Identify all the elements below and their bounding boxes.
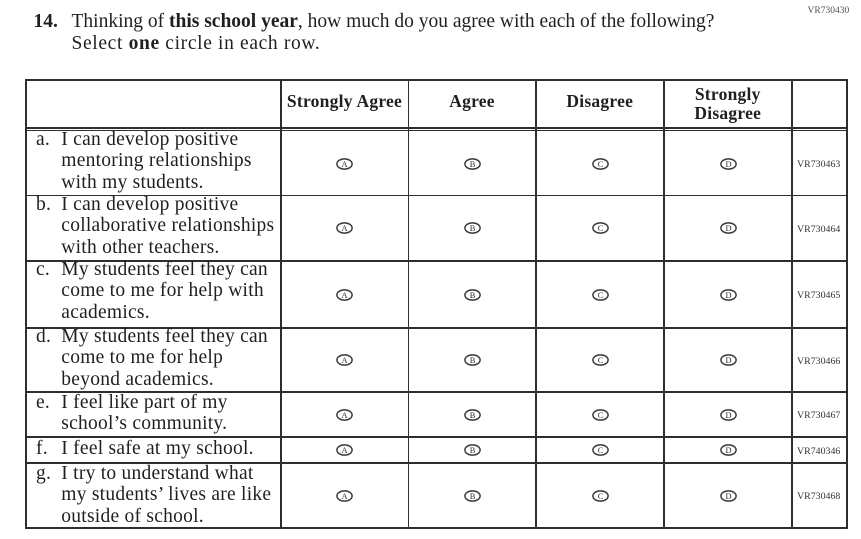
- svg-text:C: C: [597, 410, 603, 419]
- svg-text:A: A: [342, 159, 348, 168]
- svg-text:A: A: [342, 290, 348, 299]
- svg-text:B: B: [469, 446, 475, 455]
- svg-text:B: B: [469, 224, 475, 233]
- svg-text:D: D: [725, 492, 731, 501]
- svg-text:C: C: [597, 224, 603, 233]
- svg-text:B: B: [469, 356, 475, 365]
- svg-text:A: A: [342, 492, 348, 501]
- svg-text:B: B: [469, 410, 475, 419]
- svg-text:A: A: [342, 446, 348, 455]
- svg-text:C: C: [597, 356, 603, 365]
- svg-text:A: A: [342, 356, 348, 365]
- svg-text:D: D: [725, 446, 731, 455]
- svg-text:D: D: [725, 290, 731, 299]
- svg-text:C: C: [597, 492, 603, 501]
- svg-text:B: B: [469, 492, 475, 501]
- svg-text:D: D: [725, 159, 731, 168]
- svg-text:C: C: [597, 446, 603, 455]
- svg-text:B: B: [469, 159, 475, 168]
- svg-text:C: C: [597, 290, 603, 299]
- svg-text:A: A: [342, 224, 348, 233]
- svg-text:C: C: [597, 159, 603, 168]
- svg-text:D: D: [725, 410, 731, 419]
- svg-text:D: D: [725, 356, 731, 365]
- svg-text:A: A: [342, 410, 348, 419]
- svg-text:B: B: [469, 290, 475, 299]
- svg-text:D: D: [725, 224, 731, 233]
